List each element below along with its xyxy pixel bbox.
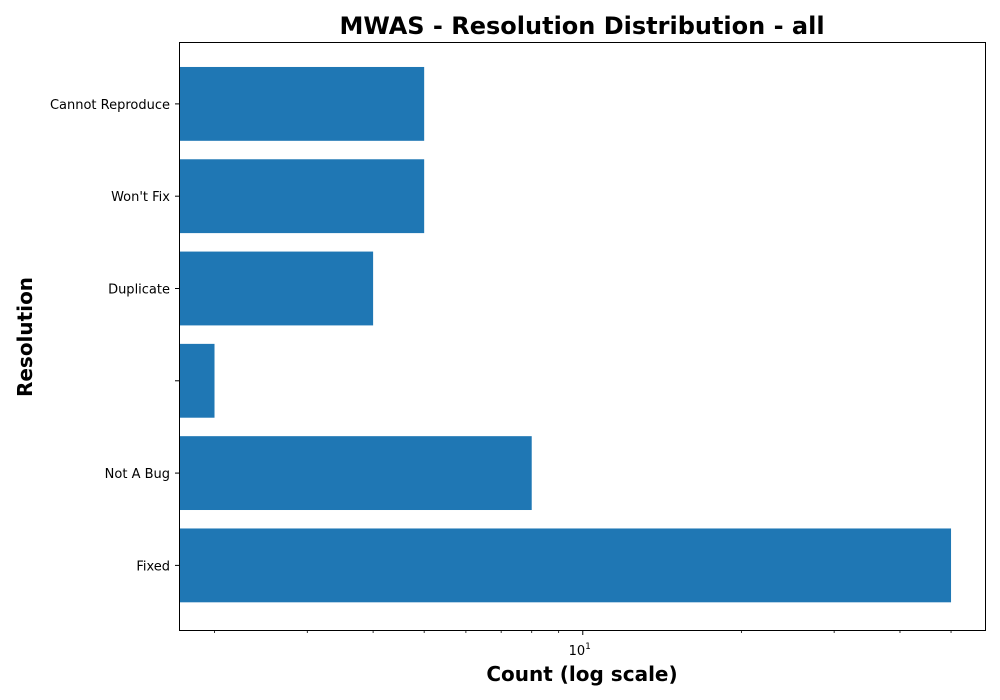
x-tick-label: 101 bbox=[569, 642, 591, 659]
x-axis-label: Count (log scale) bbox=[486, 662, 677, 686]
y-tick-label: Cannot Reproduce bbox=[50, 98, 170, 113]
x-axis-ticks: 101 bbox=[214, 630, 952, 659]
bar-duplicate bbox=[180, 251, 374, 326]
plot-frame bbox=[179, 42, 986, 631]
bar-fixed bbox=[180, 528, 952, 603]
bar-blank bbox=[180, 343, 215, 418]
y-tick-label: Won't Fix bbox=[111, 190, 170, 205]
y-tick-label: Fixed bbox=[136, 559, 170, 574]
y-axis-ticks: Fixed Not A Bug Duplicate Won't Fix Cannot R… bbox=[50, 98, 180, 574]
x-tick-label-exponent: 1 bbox=[585, 642, 591, 652]
x-tick-label-base: 10 bbox=[569, 644, 586, 659]
bars-group bbox=[180, 66, 952, 603]
y-tick-label: Not A Bug bbox=[105, 467, 170, 482]
bar-cannot-reproduce bbox=[180, 66, 425, 141]
y-axis-label: Resolution bbox=[13, 277, 37, 397]
bar-won-t-fix bbox=[180, 159, 425, 234]
bar-not-a-bug bbox=[180, 436, 532, 511]
y-tick-label: Duplicate bbox=[108, 282, 170, 297]
chart-title: MWAS - Resolution Distribution - all bbox=[339, 12, 824, 40]
